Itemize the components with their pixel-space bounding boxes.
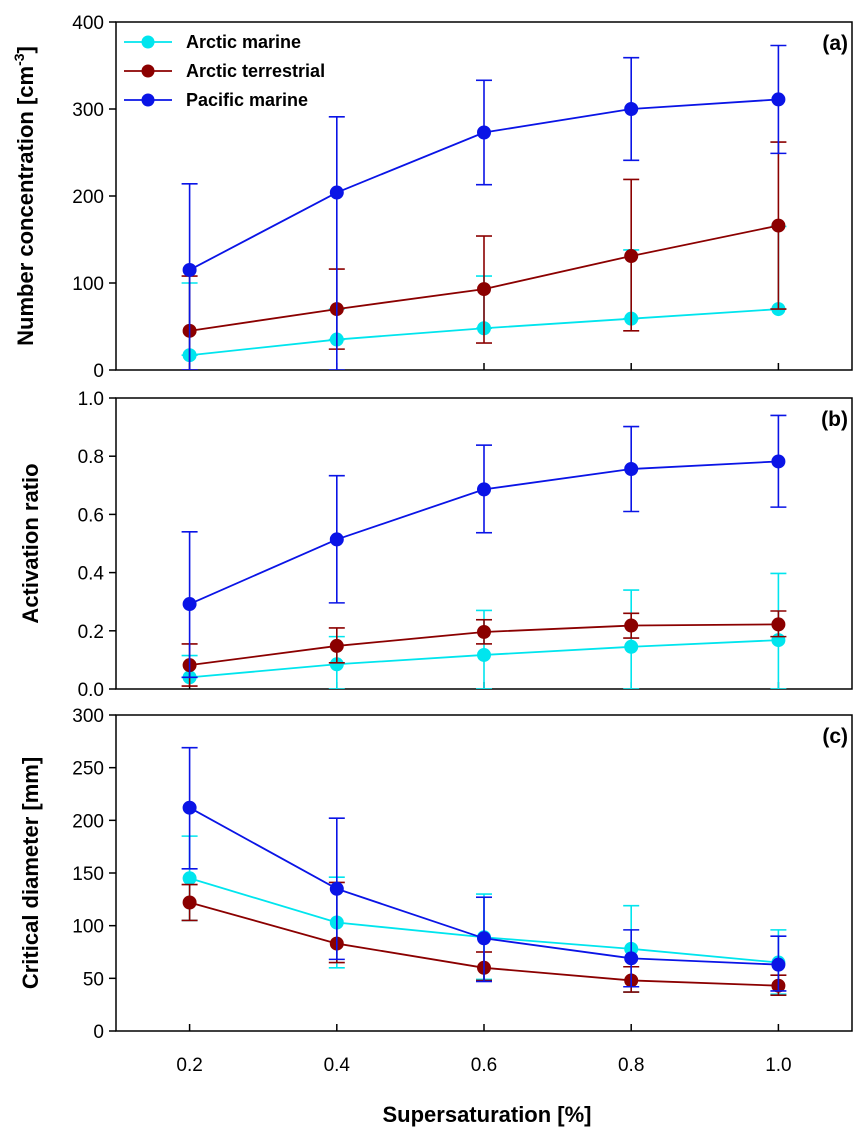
y-tick-label: 400 [72, 13, 104, 34]
y-tick-label: 0.0 [78, 680, 104, 701]
y-tick-label: 0.4 [78, 564, 105, 585]
legend: Arctic marine Arctic terrestrial Pacific m… [124, 32, 325, 110]
data-point [771, 957, 786, 972]
legend-label: Arctic marine [186, 32, 301, 52]
y-tick-label: 200 [72, 187, 104, 208]
x-tick-label: 0.6 [471, 1055, 497, 1076]
series-pacific-marine [181, 414, 787, 679]
x-tick-label: 0.4 [324, 1055, 351, 1076]
data-point [477, 125, 491, 140]
panel-a: 0 100 200 300 400 Number concentration [cm-3]… [11, 13, 853, 382]
y-axis-title: Number concentration [cm-3] [11, 46, 38, 346]
panel-label: (a) [822, 32, 848, 55]
data-point [477, 482, 491, 497]
y-tick-label: 300 [72, 100, 104, 121]
legend-marker [141, 64, 155, 78]
data-point [477, 647, 491, 662]
y-tick-label: 300 [72, 706, 104, 727]
x-tick-label: 1.0 [765, 1055, 791, 1076]
data-point [477, 282, 491, 297]
y-tick-label: 100 [72, 274, 104, 295]
y-tick-label: 0.8 [78, 447, 104, 468]
data-point [477, 931, 491, 946]
y-axis-title: Critical diameter [mm] [18, 757, 43, 989]
series-pacific-marine [181, 44, 787, 370]
y-tick-label: 0 [93, 1022, 104, 1043]
y-tick-label: 100 [72, 917, 104, 938]
panel-c: 0 50 100 150 200 250 300 0.2 0.4 0.6 0.8 1.0 Critica… [18, 706, 853, 1076]
x-tick-label: 0.2 [176, 1055, 202, 1076]
plot-area [181, 746, 787, 996]
y-tick-label: 0 [93, 361, 104, 382]
x-tick-label: 0.8 [618, 1055, 644, 1076]
legend-marker [141, 93, 155, 107]
data-point [624, 639, 639, 654]
data-point [477, 624, 491, 639]
data-point [182, 800, 197, 815]
data-point [624, 249, 639, 264]
data-point [771, 454, 786, 469]
y-tick-label: 0.2 [78, 622, 104, 643]
series-arctic-terrestrial [181, 610, 787, 687]
plot-area [181, 414, 787, 689]
data-point [182, 597, 197, 612]
series-pacific-marine [181, 746, 787, 992]
data-point [771, 92, 786, 107]
data-point [624, 618, 639, 633]
legend-marker [141, 35, 155, 49]
legend-label: Arctic terrestrial [186, 61, 325, 81]
data-point [624, 102, 639, 116]
panel-label: (c) [822, 725, 848, 748]
y-axis-title-text: Activation ratio [18, 463, 43, 623]
data-point [182, 895, 197, 910]
x-axis-title: Supersaturation [%] [382, 1102, 591, 1127]
y-tick-label: 250 [72, 759, 104, 780]
y-tick-label: 0.6 [78, 505, 104, 526]
y-tick-label: 200 [72, 811, 104, 832]
data-point [329, 638, 344, 653]
y-tick-label: 1.0 [78, 389, 104, 410]
data-point [771, 218, 786, 233]
data-point [329, 185, 344, 200]
data-point [182, 871, 197, 886]
panel-b: 0.0 0.2 0.4 0.6 0.8 1.0 Activation ratio (b) [18, 389, 853, 701]
data-point [182, 262, 197, 277]
legend-label: Pacific marine [186, 90, 308, 110]
data-point [624, 462, 639, 477]
y-axis-title: Activation ratio [18, 463, 43, 623]
data-point [329, 881, 344, 896]
y-axis-title-text: Critical diameter [mm] [18, 757, 43, 989]
data-point [624, 951, 639, 966]
y-tick-label: 50 [83, 969, 104, 990]
y-axis-title-text: Number concentration [cm [13, 66, 38, 346]
data-point [329, 532, 344, 547]
plot-area [181, 44, 787, 370]
data-point [771, 617, 786, 632]
y-tick-label: 150 [72, 864, 104, 885]
y-axis-title-end: ] [13, 46, 38, 53]
y-axis-title-superscript: -3 [11, 53, 27, 66]
panel-label: (b) [821, 408, 848, 431]
